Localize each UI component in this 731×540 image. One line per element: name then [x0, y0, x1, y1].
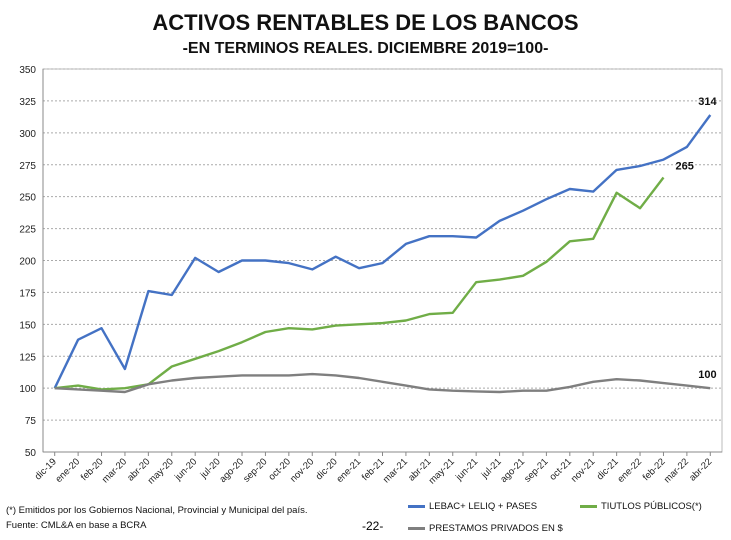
series-line-1: [54, 176, 665, 391]
y-tick-label: 200: [19, 257, 36, 268]
page-number: -22-: [362, 519, 384, 533]
x-tick-label: nov-20: [288, 456, 316, 484]
x-tick-label: mar-22: [662, 456, 691, 485]
legend-swatch: [408, 505, 425, 508]
y-tick-label: 100: [19, 384, 36, 395]
y-tick-label: 350: [19, 65, 36, 76]
x-tick-label: ene-21: [335, 456, 364, 485]
y-tick-label: 150: [19, 320, 36, 331]
x-tick-label: sep-21: [522, 456, 550, 484]
x-tick-label: abr-22: [687, 456, 714, 483]
y-tick-label: 75: [25, 416, 37, 427]
x-tick-label: jun-21: [453, 456, 480, 483]
legend-swatch: [408, 527, 425, 530]
legend-item-titulos: TIUTLOS PÚBLICOS(*): [580, 501, 702, 512]
y-tick-label: 300: [19, 129, 36, 140]
x-tick-label: sep-20: [241, 456, 269, 484]
x-tick-label: ago-20: [217, 456, 246, 485]
source-note: Fuente: CML&A en base a BCRA: [6, 520, 147, 531]
data-label: 314: [698, 96, 717, 108]
x-tick-label: ene-20: [54, 456, 83, 485]
x-tick-label: may-21: [427, 456, 457, 486]
y-tick-label: 250: [19, 193, 36, 204]
y-tick-label: 125: [19, 352, 36, 363]
legend-item-prestamos: PRESTAMOS PRIVADOS EN $: [408, 523, 563, 534]
data-label: 100: [698, 369, 716, 381]
legend-label: LEBAC+ LELIQ + PASES: [429, 501, 538, 512]
chart-title: ACTIVOS RENTABLES DE LOS BANCOS: [152, 10, 579, 35]
series-line-2: [54, 372, 711, 394]
x-tick-label: nov-21: [569, 456, 597, 484]
legend-swatch: [580, 505, 597, 508]
chart-subtitle: -EN TERMINOS REALES. DICIEMBRE 2019=100-: [182, 40, 549, 57]
x-tick-label: ene-22: [615, 456, 644, 485]
footnote: (*) Emitidos por los Gobiernos Nacional,…: [6, 505, 308, 516]
y-tick-label: 175: [19, 288, 36, 299]
x-tick-label: jun-20: [172, 456, 199, 483]
y-tick-label: 50: [25, 448, 37, 459]
x-tick-label: may-20: [146, 456, 176, 486]
x-tick-label: mar-20: [100, 456, 129, 485]
y-tick-label: 275: [19, 161, 36, 172]
legend-label: PRESTAMOS PRIVADOS EN $: [429, 523, 563, 534]
series-line-0: [53, 114, 712, 389]
legend-item-lebac: LEBAC+ LELIQ + PASES: [408, 501, 537, 512]
legend-label: TIUTLOS PÚBLICOS(*): [601, 501, 702, 512]
y-tick-label: 225: [19, 225, 36, 236]
x-tick-label: ago-21: [498, 456, 527, 485]
y-tick-label: 325: [19, 97, 36, 108]
x-tick-label: mar-21: [381, 456, 410, 485]
data-label: 265: [675, 161, 693, 173]
